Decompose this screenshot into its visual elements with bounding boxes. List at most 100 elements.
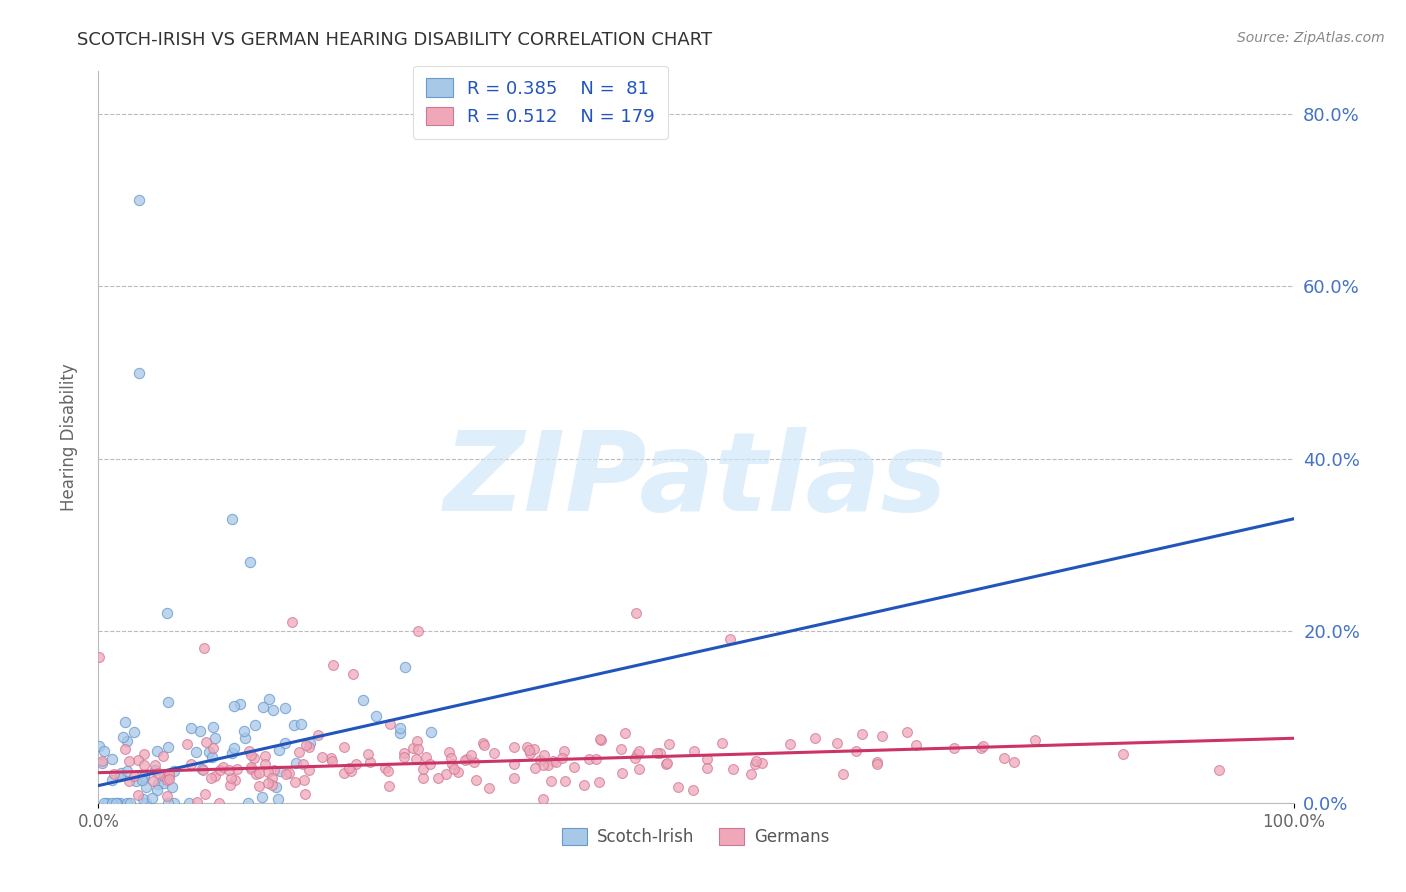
Point — [463, 756, 485, 770]
Point — [103, 767, 125, 781]
Point — [229, 697, 252, 711]
Point — [163, 764, 186, 778]
Point — [337, 761, 360, 775]
Point — [419, 757, 441, 772]
Point — [472, 736, 495, 750]
Point — [825, 736, 848, 750]
Point — [131, 772, 153, 787]
Point — [200, 771, 222, 785]
Point — [239, 760, 262, 774]
Point — [114, 742, 136, 756]
Point — [108, 769, 131, 783]
Point — [176, 737, 198, 751]
Point — [344, 757, 367, 772]
Point — [239, 555, 262, 569]
Text: Source: ZipAtlas.com: Source: ZipAtlas.com — [1237, 31, 1385, 45]
Point — [274, 701, 297, 715]
Point — [254, 757, 277, 772]
Point — [537, 758, 560, 772]
Point — [377, 764, 399, 779]
Point — [392, 749, 415, 764]
Point — [896, 724, 918, 739]
Point — [201, 741, 224, 756]
Point — [562, 760, 585, 774]
Point — [127, 788, 149, 802]
Point — [439, 751, 461, 765]
Point — [90, 754, 112, 768]
Point — [531, 757, 554, 772]
Point — [148, 777, 170, 791]
Point — [201, 750, 224, 764]
Point — [831, 767, 853, 781]
Point — [280, 615, 302, 629]
Point — [118, 754, 141, 768]
Point — [262, 703, 284, 717]
Point — [141, 791, 163, 805]
Point — [655, 756, 678, 770]
Point — [186, 795, 208, 809]
Point — [101, 772, 124, 787]
Point — [628, 762, 651, 776]
Point — [872, 729, 894, 743]
Point — [124, 725, 146, 739]
Point — [238, 743, 260, 757]
Point — [226, 762, 249, 776]
Point — [222, 740, 245, 755]
Point — [352, 693, 374, 707]
Point — [93, 744, 115, 758]
Point — [388, 725, 411, 739]
Point — [624, 751, 647, 765]
Point — [135, 796, 157, 810]
Point — [394, 659, 416, 673]
Point — [484, 746, 506, 760]
Point — [91, 756, 114, 770]
Point — [221, 512, 243, 526]
Point — [342, 666, 364, 681]
Point — [572, 778, 595, 792]
Point — [247, 766, 270, 780]
Point — [292, 772, 315, 787]
Point — [804, 731, 827, 745]
Point — [460, 747, 482, 762]
Legend: Scotch-Irish, Germans: Scotch-Irish, Germans — [555, 822, 837, 853]
Point — [162, 796, 184, 810]
Point — [332, 766, 354, 780]
Point — [208, 796, 231, 810]
Point — [201, 720, 224, 734]
Point — [299, 736, 322, 750]
Point — [519, 747, 541, 761]
Point — [250, 789, 273, 804]
Point — [274, 735, 297, 749]
Point — [146, 765, 169, 780]
Y-axis label: Hearing Disability: Hearing Disability — [59, 363, 77, 511]
Point — [191, 763, 214, 777]
Point — [405, 751, 427, 765]
Point — [405, 734, 427, 748]
Point — [551, 751, 574, 765]
Point — [554, 773, 576, 788]
Point — [412, 772, 434, 786]
Point — [153, 776, 176, 790]
Point — [531, 792, 554, 806]
Point — [117, 733, 139, 747]
Point — [100, 752, 122, 766]
Point — [1002, 755, 1025, 769]
Point — [157, 768, 180, 782]
Point — [267, 792, 290, 806]
Point — [232, 724, 254, 739]
Point — [905, 738, 928, 752]
Point — [263, 763, 285, 777]
Point — [290, 717, 312, 731]
Point — [612, 765, 634, 780]
Point — [516, 740, 538, 755]
Point — [211, 760, 233, 774]
Point — [378, 779, 401, 793]
Point — [683, 744, 706, 758]
Point — [658, 737, 681, 751]
Point — [274, 767, 297, 781]
Point — [523, 742, 546, 756]
Point — [157, 695, 180, 709]
Point — [278, 766, 301, 780]
Point — [503, 772, 526, 786]
Point — [96, 796, 118, 810]
